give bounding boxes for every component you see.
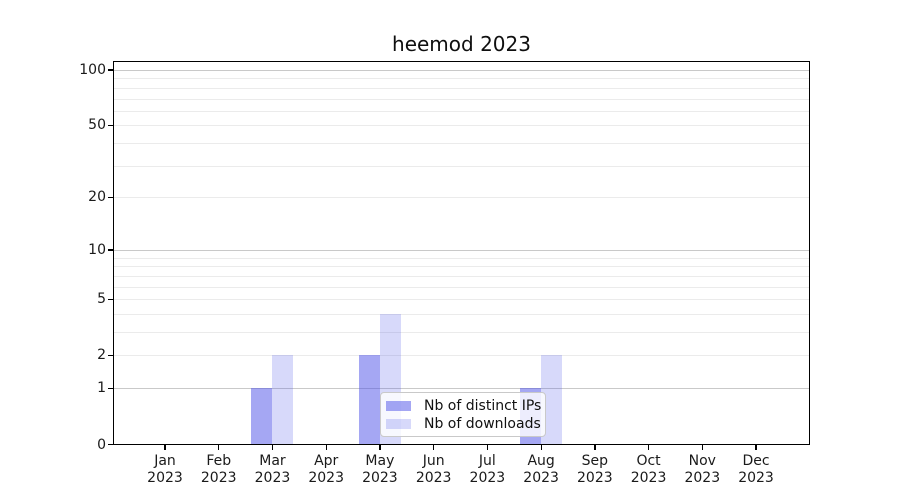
x-tick bbox=[647, 445, 650, 450]
y-tick-label: 0 bbox=[97, 436, 106, 453]
minor-gridline bbox=[114, 143, 809, 145]
minor-gridline bbox=[114, 165, 809, 167]
x-tick-label: Nov 2023 bbox=[684, 453, 721, 486]
legend-swatch-downloads-icon bbox=[386, 419, 411, 429]
x-tick bbox=[379, 445, 381, 450]
y-tick bbox=[108, 124, 113, 127]
minor-gridline bbox=[114, 313, 809, 315]
legend-label-distinct-ips: Nb of distinct IPs bbox=[424, 398, 542, 414]
y-tick bbox=[108, 249, 113, 251]
minor-gridline bbox=[114, 286, 809, 288]
x-tick bbox=[755, 445, 757, 450]
chart-title: heemod 2023 bbox=[392, 32, 531, 56]
minor-gridline bbox=[114, 332, 809, 333]
x-tick bbox=[540, 445, 542, 450]
y-tick bbox=[108, 387, 113, 389]
legend-swatch-distinct-ips-icon bbox=[386, 401, 411, 411]
x-tick bbox=[271, 445, 274, 450]
x-tick bbox=[218, 445, 220, 450]
x-tick-label: Aug 2023 bbox=[523, 453, 559, 486]
major-gridline bbox=[114, 249, 809, 251]
bar-downloads bbox=[272, 355, 294, 444]
minor-gridline bbox=[114, 266, 809, 268]
minor-gridline bbox=[114, 299, 809, 301]
minor-gridline bbox=[114, 87, 809, 89]
minor-gridline bbox=[114, 275, 809, 277]
minor-gridline bbox=[114, 197, 809, 199]
minor-gridline bbox=[114, 257, 809, 259]
y-tick-label: 1 bbox=[97, 380, 106, 397]
y-tick-label: 20 bbox=[88, 189, 106, 206]
y-tick-label: 100 bbox=[79, 62, 106, 78]
y-tick-label: 2 bbox=[97, 347, 106, 364]
x-tick-label: Oct 2023 bbox=[630, 453, 667, 486]
minor-gridline bbox=[114, 355, 809, 357]
x-tick-label: Jun 2023 bbox=[415, 453, 452, 486]
bar-distinct-ips bbox=[358, 355, 380, 444]
x-tick bbox=[325, 445, 327, 450]
x-tick-label: May 2023 bbox=[362, 453, 398, 486]
x-tick bbox=[433, 445, 435, 450]
bar-distinct-ips bbox=[251, 388, 273, 444]
minor-gridline bbox=[114, 78, 809, 80]
y-tick-label: 5 bbox=[97, 291, 106, 308]
y-tick bbox=[108, 69, 113, 71]
legend-item-distinct-ips: Nb of distinct IPs bbox=[386, 398, 542, 414]
major-gridline bbox=[114, 70, 809, 71]
y-tick bbox=[108, 443, 113, 446]
legend-label-downloads: Nb of downloads bbox=[424, 416, 541, 432]
minor-gridline bbox=[114, 125, 809, 127]
x-tick bbox=[701, 445, 703, 450]
x-tick-label: Feb 2023 bbox=[200, 453, 237, 486]
y-tick bbox=[108, 354, 113, 357]
minor-gridline bbox=[114, 110, 809, 112]
major-gridline bbox=[114, 388, 809, 390]
y-tick-label: 10 bbox=[88, 241, 106, 258]
bar-downloads bbox=[541, 355, 563, 444]
x-tick bbox=[594, 445, 596, 450]
x-tick-label: Jul 2023 bbox=[469, 453, 506, 486]
y-tick bbox=[108, 298, 113, 300]
legend: Nb of distinct IPs Nb of downloads bbox=[380, 392, 546, 437]
x-tick bbox=[486, 445, 489, 450]
x-tick bbox=[164, 445, 166, 450]
legend-item-downloads: Nb of downloads bbox=[386, 416, 541, 432]
x-tick-label: Jan 2023 bbox=[147, 453, 183, 486]
minor-gridline bbox=[114, 98, 809, 100]
x-tick-label: Sep 2023 bbox=[577, 453, 613, 486]
x-tick-label: Apr 2023 bbox=[308, 453, 344, 486]
x-tick-label: Mar 2023 bbox=[254, 453, 291, 486]
y-tick bbox=[108, 196, 113, 199]
y-tick-label: 50 bbox=[88, 117, 106, 134]
x-tick-label: Dec 2023 bbox=[738, 453, 774, 486]
